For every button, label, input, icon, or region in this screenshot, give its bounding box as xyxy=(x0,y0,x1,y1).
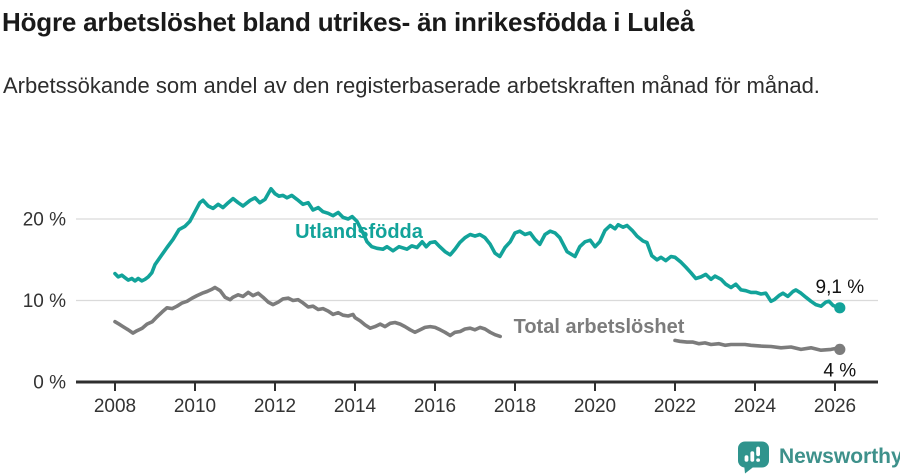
newsworthy-wordmark: Newsworthy xyxy=(779,445,900,468)
newsworthy-icon xyxy=(738,441,769,474)
x-tick-label-2018: 2018 xyxy=(494,396,536,417)
series-label-utlandsfodda: Utlandsfödda xyxy=(295,221,424,243)
series-line-total-1 xyxy=(673,338,842,353)
x-tick-label-2020: 2020 xyxy=(574,396,616,417)
end-dot-utlandsfodda xyxy=(834,302,846,314)
end-value-label-total: 4 % xyxy=(823,360,856,381)
series-label-total: Total arbetslöshet xyxy=(514,316,685,338)
x-tick-label-2026: 2026 xyxy=(814,396,856,417)
x-tick-label-2012: 2012 xyxy=(254,396,296,417)
newsworthy-logo[interactable]: Newsworthy xyxy=(737,440,900,474)
chart-subtitle: Arbetssökande som andel av den registerb… xyxy=(3,73,820,98)
x-tick-label-2008: 2008 xyxy=(94,396,136,417)
x-tick-label-2016: 2016 xyxy=(414,396,456,417)
end-value-label-utlandsfodda: 9,1 % xyxy=(816,277,865,298)
series-line-total-0 xyxy=(113,285,503,339)
x-tick-label-2022: 2022 xyxy=(654,396,696,417)
x-tick-label-2024: 2024 xyxy=(734,396,777,417)
y-tick-label-10: 10 % xyxy=(23,291,66,312)
y-tick-label-20: 20 % xyxy=(23,210,66,231)
x-tick-label-2014: 2014 xyxy=(334,396,377,417)
series-line-utlandsfodda-0 xyxy=(113,187,842,310)
chart-title: Högre arbetslöshet bland utrikes- än inr… xyxy=(2,7,695,37)
x-tick-label-2010: 2010 xyxy=(174,396,216,417)
y-tick-label-0: 0 % xyxy=(33,373,66,394)
end-dot-total xyxy=(834,343,846,355)
